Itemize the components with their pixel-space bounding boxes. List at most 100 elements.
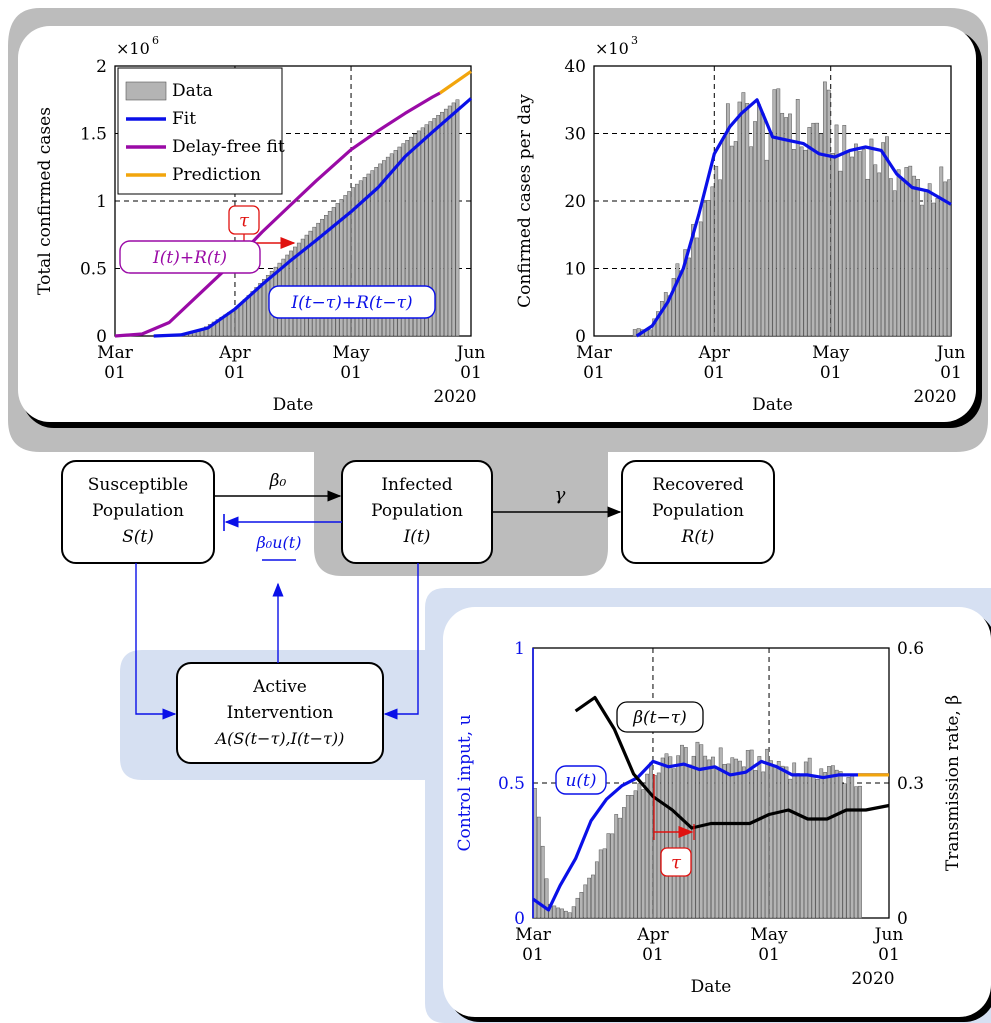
bar [912,175,917,337]
y-tick-label: 0 [575,327,586,347]
bar [354,183,359,337]
series-line-t [574,695,890,830]
bar [923,189,928,337]
year-label: 2020 [913,387,956,407]
bar [807,127,812,337]
bar [734,758,739,919]
bar [424,124,429,337]
bar [722,764,727,919]
bar [745,750,750,919]
bar [324,215,328,337]
bar [641,789,646,919]
legend-swatch-bar [125,81,167,101]
bar [757,756,762,919]
bar [803,149,808,337]
x-tick-label: 01 [758,945,780,965]
bar [567,912,572,919]
intervention-line3: A(S(t−τ),I(t−τ)) [214,729,345,748]
bar [645,773,650,919]
bar [702,202,707,337]
bar [401,143,406,337]
bar [358,180,363,337]
bar [931,202,936,337]
x-axis-label: Date [752,395,793,415]
bar [327,211,332,337]
bar [618,817,622,919]
x-tick-label: Mar [576,343,613,363]
bar [769,760,773,919]
bar [691,224,695,337]
bar [792,762,797,919]
beta-label-box [616,701,704,733]
bar [854,143,858,337]
bar [842,125,847,337]
bar [869,138,874,337]
y-exponent-power: 6 [152,34,159,47]
bar [679,270,684,337]
bar [738,760,742,919]
legend-label: Data [172,81,213,101]
bar [436,115,440,337]
bar [908,165,913,337]
bar [788,113,792,337]
bar [428,121,433,337]
annotations: β(t−τ) u(t) τ [555,701,704,877]
bar [699,744,704,919]
bar [718,179,723,337]
bar [583,884,588,919]
y-axis-label: Control input, u [455,714,475,851]
bar [254,287,259,337]
beta0u-label: β₀u(t) [256,533,302,552]
bar [660,301,664,337]
bar [830,153,835,337]
annotations: τ I(t)+R(t) I(t−τ)+R(t−τ) [119,205,436,319]
bar [737,101,742,337]
bar [799,146,804,337]
bar [633,790,638,919]
u-label: u(t) [565,771,596,791]
bar [416,130,421,337]
bar [850,775,855,919]
bar [904,167,909,337]
bar [409,136,413,337]
y-axis-label: Confirmed cases per day [515,94,535,308]
bar [939,166,944,337]
bar [575,897,580,919]
bar [757,104,761,337]
ir-label-box [119,240,261,274]
bar [694,237,699,337]
y-exponent-base: ×10 [595,39,629,58]
y-axis-label-right: Transmission rate, β [943,695,963,871]
bar [413,133,417,337]
bar [947,179,951,337]
x-tick-label: 01 [522,945,544,965]
bar [749,749,754,919]
y-tick-label-right: 0 [897,909,908,929]
bar [560,908,564,919]
bar [331,207,336,337]
bar [440,111,444,337]
bar [602,848,607,919]
bar [819,133,823,337]
bar [668,756,673,919]
legend: Data Fit Delay-free fit Prediction [117,67,285,195]
bar [827,766,831,919]
y-tick-label: 1.5 [80,125,107,145]
y-exponent-power: 3 [631,34,638,47]
bar [698,221,703,337]
bar [347,191,351,337]
y-tick-label: 0.5 [498,774,525,794]
y-tick-label: 0.5 [80,260,107,280]
bar [846,150,851,337]
bar [710,186,715,337]
bar [536,816,541,919]
bar [815,122,820,337]
x-tick-label: May [332,343,370,363]
x-tick-label: Jun [873,925,904,945]
bar [320,218,324,337]
bar [795,99,800,337]
x-tick-label: 01 [460,363,482,383]
bar [760,113,765,337]
